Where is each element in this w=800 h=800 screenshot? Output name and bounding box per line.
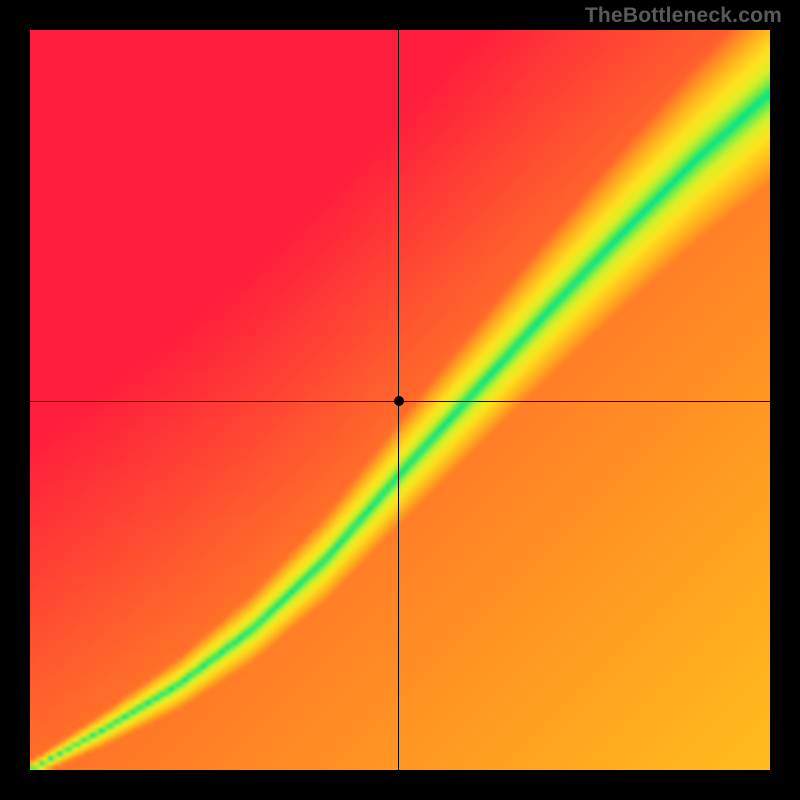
watermark-text: TheBottleneck.com <box>585 4 782 28</box>
heatmap-canvas <box>30 30 770 770</box>
chart-container: TheBottleneck.com <box>0 0 800 800</box>
